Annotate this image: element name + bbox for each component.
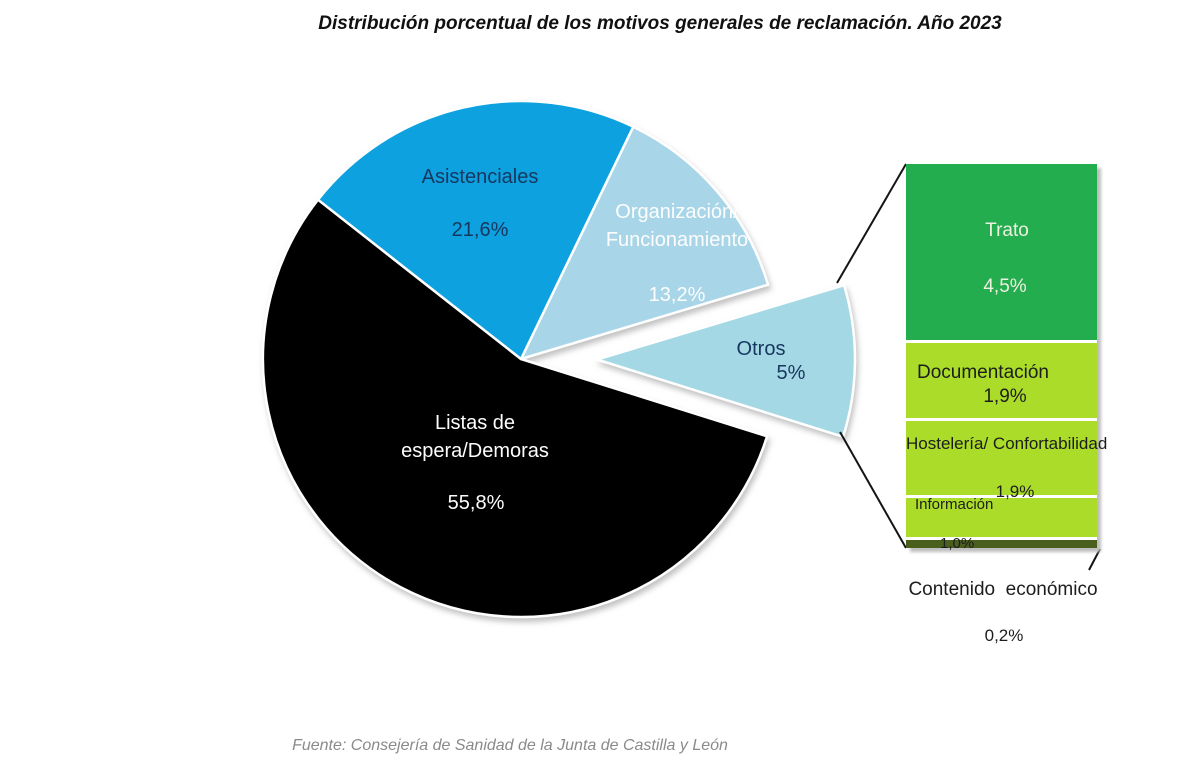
connector-line-bottom — [839, 431, 907, 549]
bar-value-trato: 4,5% — [983, 276, 1027, 297]
bar-label-hosteleria-confortabilidad: Hostelería/ Confortabilidad — [906, 434, 1108, 453]
pie-label-otros: Otros — [736, 338, 786, 360]
bar-label-trato: Trato — [985, 220, 1029, 241]
bar-label-documentacion: Documentación — [916, 362, 1050, 383]
bar-segment-hosteleria-confortabilidad — [906, 420, 1097, 496]
leader-line-contenido-economico — [1088, 548, 1101, 571]
bar-segment-contenido-economico — [906, 540, 1097, 548]
pie-label-organizacion-funcionamiento: Organización/ Funcionamiento — [605, 201, 749, 251]
pie-chart — [261, 99, 857, 619]
bar-value-contenido-economico: 0,2% — [984, 626, 1024, 645]
bar-label-informacion: Información — [915, 496, 994, 513]
bar-label-contenido-economico: Contenido económico — [908, 579, 1098, 600]
pie-value-asistenciales: 21,6% — [451, 219, 509, 241]
pie-label-listas-espera-demoras: Listas de espera/Demoras — [401, 412, 549, 462]
pie-slice-organizacion-funcionamiento — [519, 125, 770, 361]
pie-value-otros: 5% — [776, 362, 806, 384]
bar-value-informacion: 1,0% — [940, 535, 975, 552]
pie-value-listas-espera-demoras: 55,8% — [447, 492, 505, 514]
pie-slice-otros — [595, 283, 857, 439]
bar-segment-documentacion — [906, 343, 1097, 418]
bar-segment-trato — [906, 164, 1097, 341]
connector-line-top — [836, 163, 907, 284]
pie-slice-listas-espera-demoras — [261, 198, 769, 619]
pie-value-organizacion-funcionamiento: 13,2% — [648, 284, 706, 306]
chart-title: Distribución porcentual de los motivos g… — [318, 13, 1002, 34]
pie-slice-asistenciales — [316, 99, 635, 361]
bar-value-hosteleria-confortabilidad: 1,9% — [995, 482, 1035, 501]
source-note: Fuente: Consejería de Sanidad de la Junt… — [292, 737, 728, 754]
bar-value-documentacion: 1,9% — [983, 386, 1027, 407]
bar-segment-informacion — [906, 498, 1097, 538]
breakdown-bar — [906, 164, 1097, 548]
pie-label-asistenciales: Asistenciales — [421, 166, 539, 188]
